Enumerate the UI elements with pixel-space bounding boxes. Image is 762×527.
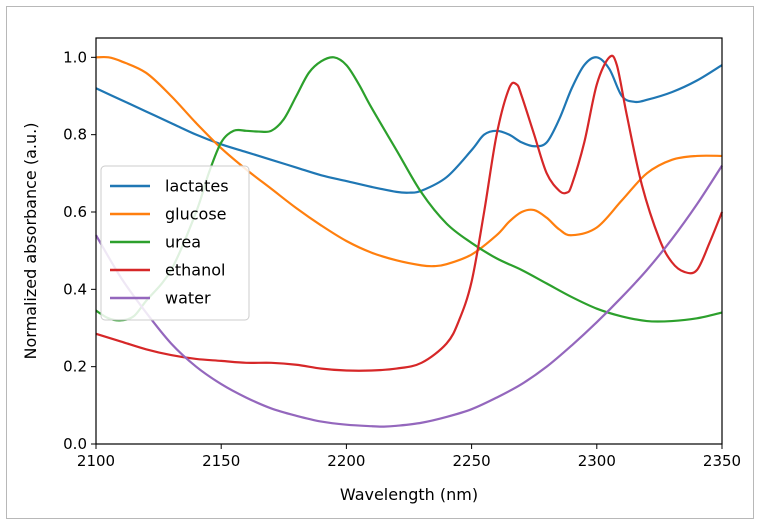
y-tick-label: 1.0 bbox=[63, 48, 87, 66]
legend-label-glucose: glucose bbox=[165, 205, 227, 224]
series-line-ethanol bbox=[95, 54, 724, 372]
series-line-glucose bbox=[95, 55, 723, 268]
y-axis-label: Normalized absorbance (a.u.) bbox=[21, 123, 40, 360]
y-tick-label: 0.2 bbox=[63, 358, 87, 376]
y-tick-label: 0.6 bbox=[63, 203, 87, 221]
legend-label-water: water bbox=[165, 289, 211, 308]
x-tick-label: 2150 bbox=[202, 452, 240, 470]
y-tick-label: 0.4 bbox=[63, 280, 87, 298]
x-tick-label: 2200 bbox=[327, 452, 365, 470]
legend: lactates glucose urea ethanol water bbox=[100, 165, 250, 321]
plot-area-border bbox=[95, 37, 723, 445]
x-axis-label: Wavelength (nm) bbox=[340, 485, 478, 504]
x-tick-label: 2350 bbox=[703, 452, 741, 470]
series-line-water bbox=[95, 165, 723, 428]
y-axis: 0.0 0.2 0.4 0.6 0.8 1.0 bbox=[63, 48, 96, 453]
legend-box bbox=[100, 165, 250, 321]
series-line-lactates bbox=[95, 56, 723, 194]
x-tick-label: 2100 bbox=[77, 452, 115, 470]
y-tick-label: 0.8 bbox=[63, 126, 87, 144]
legend-label-urea: urea bbox=[165, 233, 201, 252]
x-tick-label: 2250 bbox=[453, 452, 491, 470]
x-tick-label: 2300 bbox=[578, 452, 616, 470]
legend-label-ethanol: ethanol bbox=[165, 261, 225, 280]
x-axis: 2100 2150 2200 2250 2300 2350 bbox=[77, 444, 741, 470]
y-tick-label: 0.0 bbox=[63, 435, 87, 453]
legend-label-lactates: lactates bbox=[165, 177, 229, 196]
